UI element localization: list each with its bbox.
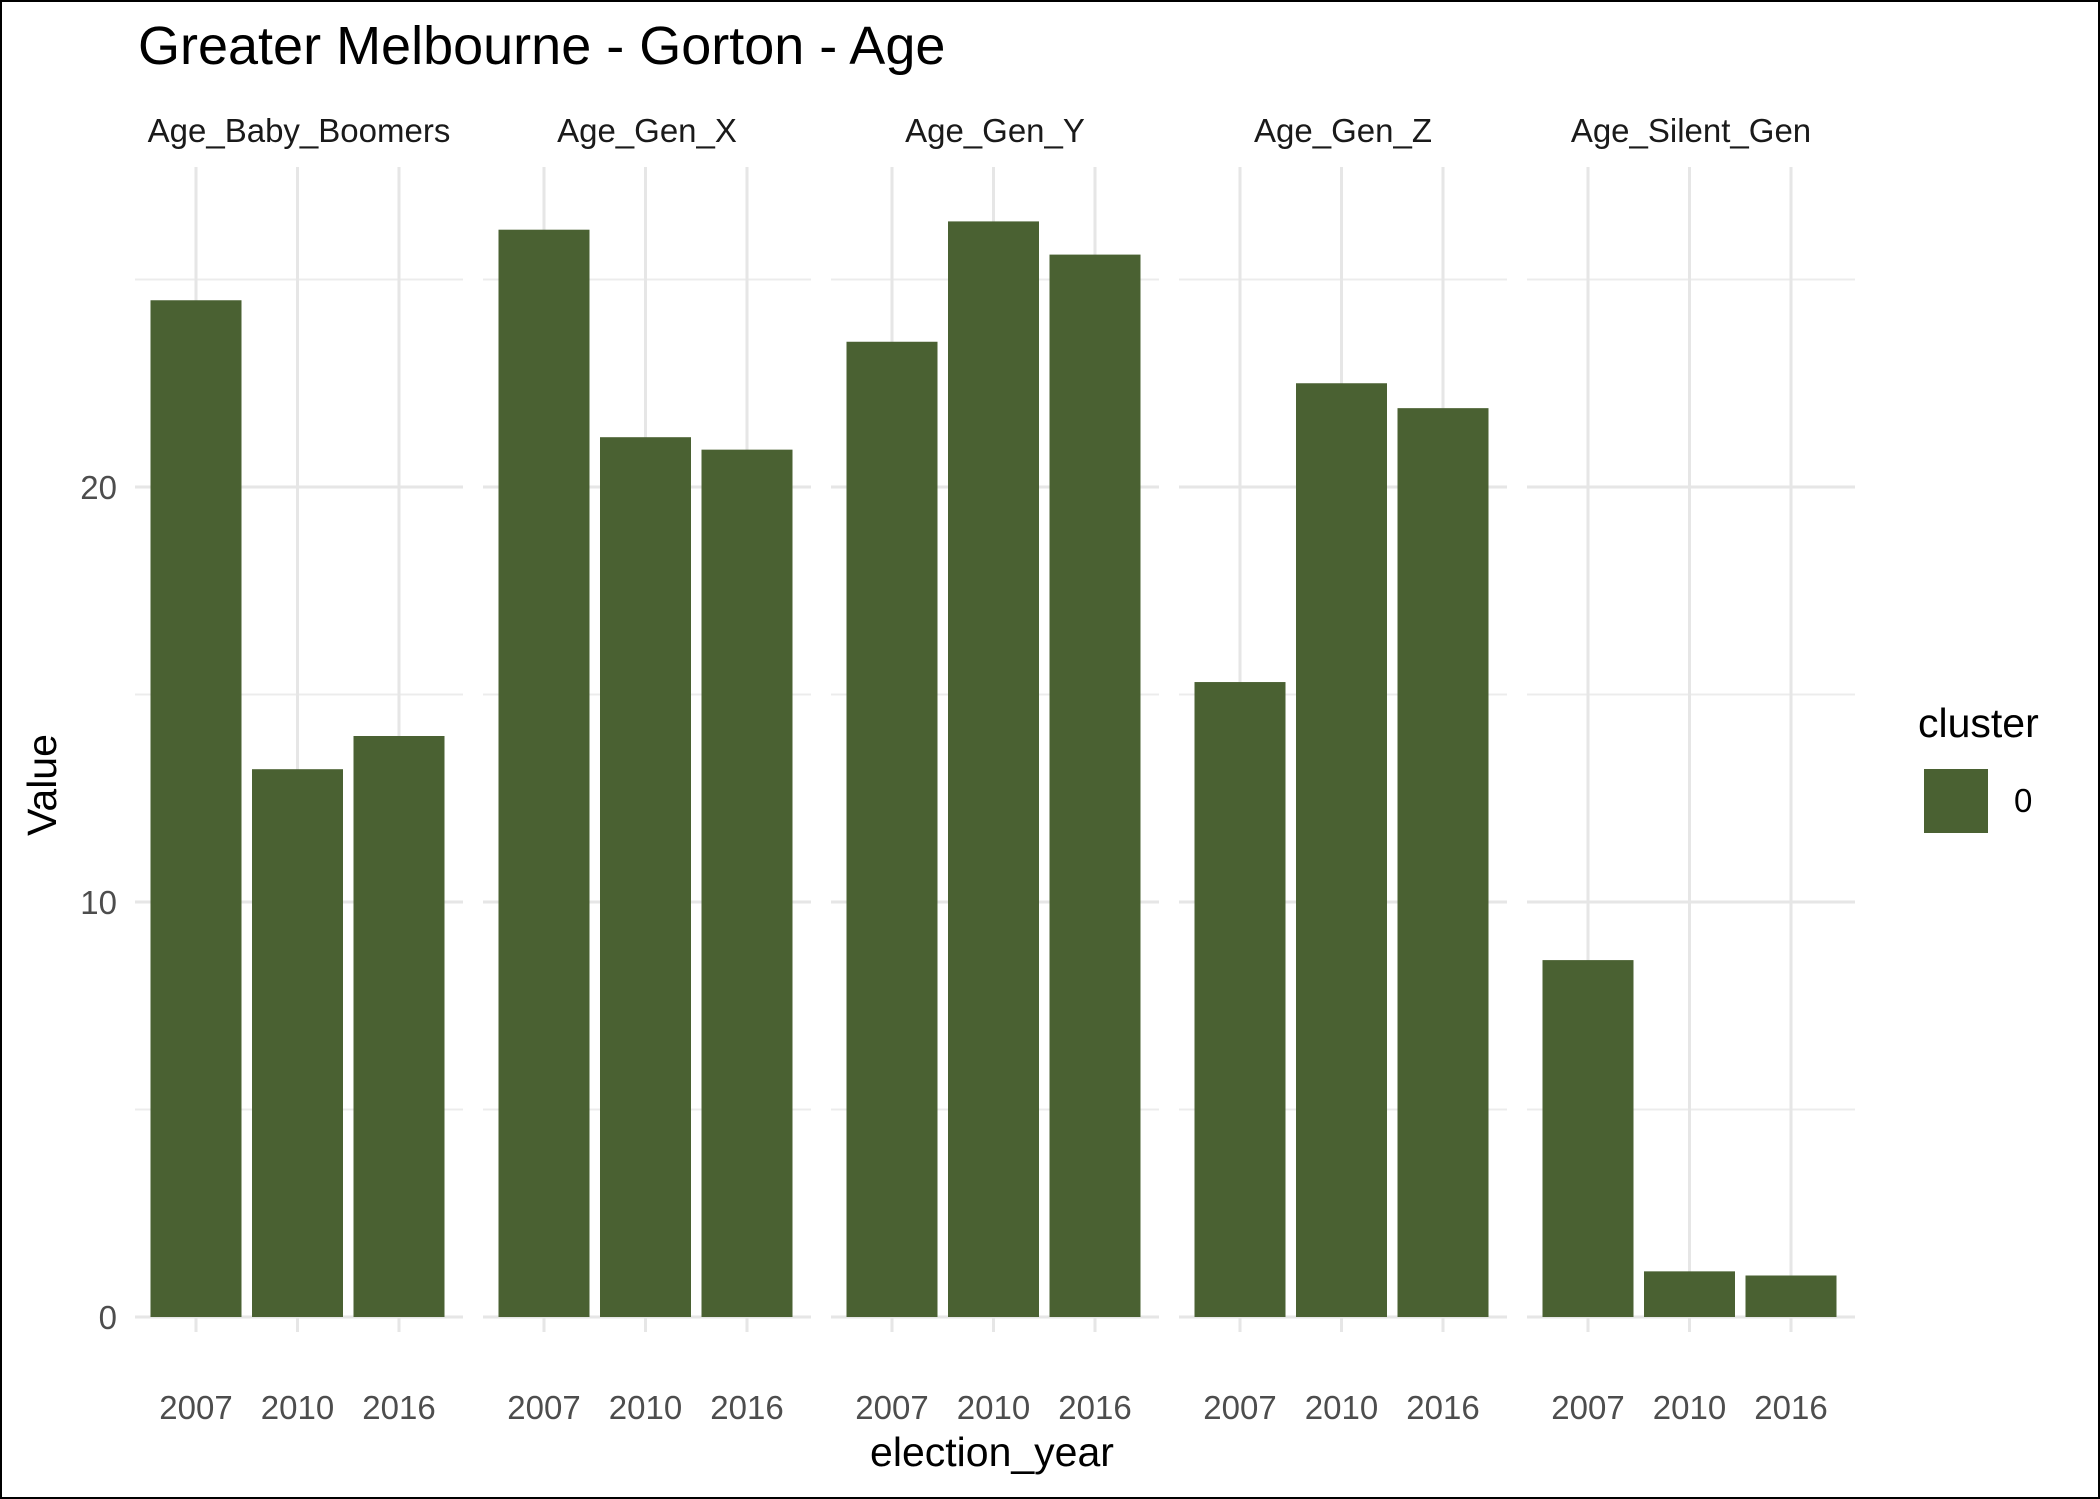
y-axis-label: Value bbox=[19, 734, 65, 836]
bar bbox=[1397, 408, 1489, 1317]
bar bbox=[846, 341, 938, 1317]
x-tick-label: 2010 bbox=[957, 1389, 1030, 1426]
y-tick-label: 10 bbox=[80, 884, 117, 921]
bar bbox=[701, 449, 793, 1317]
bar bbox=[1745, 1275, 1837, 1317]
facet-strip-label: Age_Gen_Y bbox=[905, 112, 1085, 149]
y-tick-label: 0 bbox=[99, 1299, 117, 1336]
bar bbox=[1049, 254, 1141, 1318]
x-tick-label: 2007 bbox=[855, 1389, 928, 1426]
x-axis-label: election_year bbox=[870, 1429, 1114, 1475]
x-tick-label: 2007 bbox=[507, 1389, 580, 1426]
legend: cluster 0 bbox=[1918, 700, 2039, 833]
facet-strip-label: Age_Silent_Gen bbox=[1571, 112, 1811, 149]
x-tick-label: 2016 bbox=[1406, 1389, 1479, 1426]
x-tick-label: 2007 bbox=[159, 1389, 232, 1426]
bar bbox=[150, 300, 242, 1317]
x-tick-label: 2010 bbox=[261, 1389, 334, 1426]
x-tick-label: 2016 bbox=[710, 1389, 783, 1426]
bar bbox=[1296, 383, 1387, 1317]
x-tick-label: 2016 bbox=[1058, 1389, 1131, 1426]
bar bbox=[948, 221, 1039, 1317]
x-tick-label: 2010 bbox=[609, 1389, 682, 1426]
bar bbox=[353, 736, 445, 1317]
bar bbox=[498, 229, 590, 1318]
x-tick-label: 2010 bbox=[1305, 1389, 1378, 1426]
x-tick-label: 2010 bbox=[1653, 1389, 1726, 1426]
legend-title: cluster bbox=[1918, 700, 2039, 746]
chart-title: Greater Melbourne - Gorton - Age bbox=[138, 16, 945, 76]
bar bbox=[252, 769, 343, 1317]
bar bbox=[600, 437, 691, 1317]
labels-layer: 0 10 20 Age_Baby_Boomers 2007 2010 2016 Age_Gen… bbox=[80, 112, 1827, 1426]
x-tick-label: 2016 bbox=[1754, 1389, 1827, 1426]
legend-swatch bbox=[1924, 769, 1988, 833]
facet-strip-label: Age_Gen_Z bbox=[1254, 112, 1432, 149]
bar bbox=[1194, 682, 1286, 1317]
bars-layer bbox=[150, 221, 1837, 1318]
facet-strip-label: Age_Gen_X bbox=[557, 112, 737, 149]
y-tick-label: 20 bbox=[80, 469, 117, 506]
x-tick-label: 2007 bbox=[1551, 1389, 1624, 1426]
x-tick-label: 2007 bbox=[1203, 1389, 1276, 1426]
legend-label: 0 bbox=[2014, 782, 2032, 819]
bar bbox=[1644, 1271, 1735, 1317]
bar bbox=[1542, 960, 1634, 1317]
x-tick-label: 2016 bbox=[362, 1389, 435, 1426]
facet-strip-label: Age_Baby_Boomers bbox=[148, 112, 451, 149]
